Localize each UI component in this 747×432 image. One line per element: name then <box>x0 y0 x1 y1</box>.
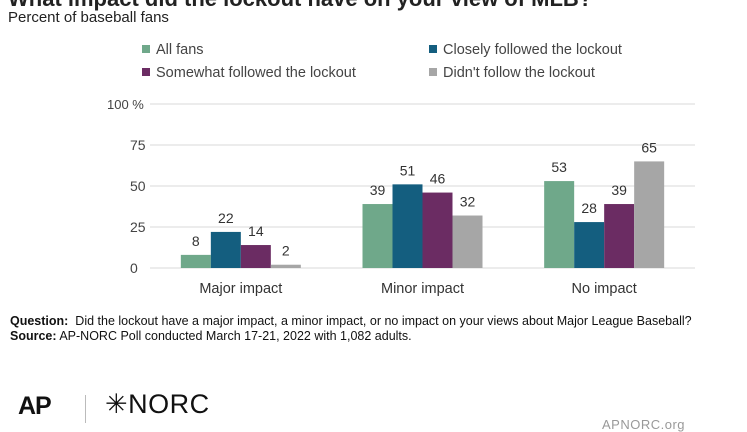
x-axis-labels: Major impact Minor impact No impact <box>199 281 636 297</box>
ap-logo: AP <box>18 392 52 420</box>
chart-title: What impact did the lockout have on your… <box>8 0 592 12</box>
chart-notes: Question: Did the lockout have a major i… <box>10 314 735 344</box>
y-axis-ticks: 0 25 50 75 100 % <box>107 97 146 276</box>
data-label: 53 <box>551 159 567 175</box>
bar <box>574 222 605 268</box>
bar <box>634 161 665 268</box>
data-label: 14 <box>248 223 264 239</box>
data-label: 46 <box>430 171 446 187</box>
bar <box>240 245 271 268</box>
data-label: 8 <box>192 233 200 249</box>
bars <box>180 161 665 268</box>
data-label: 32 <box>460 194 476 210</box>
footer: AP ✳NORC APNORC.org <box>0 382 747 432</box>
data-label: 51 <box>400 162 416 178</box>
legend-item-didnt: Didn't follow the lockout <box>429 65 595 81</box>
data-label: 39 <box>611 182 627 198</box>
norc-logo: ✳NORC <box>105 389 210 420</box>
legend-label-closely: Closely followed the lockout <box>443 42 622 58</box>
source-label: Source: <box>10 329 57 343</box>
y-tick-label: 25 <box>130 219 146 235</box>
x-tick-label: No impact <box>572 281 637 297</box>
norc-logo-text: NORC <box>128 389 210 419</box>
legend-swatch-somewhat <box>142 68 150 77</box>
legend-item-somewhat: Somewhat followed the lockout <box>142 65 356 81</box>
legend-swatch-all-fans <box>142 45 150 54</box>
legend-swatch-didnt <box>429 68 437 77</box>
bar <box>362 204 393 268</box>
bar <box>422 192 453 268</box>
x-tick-label: Minor impact <box>381 281 464 297</box>
data-label: 2 <box>282 243 290 259</box>
y-tick-label: 0 <box>130 260 138 276</box>
bar <box>392 184 423 268</box>
bar <box>452 215 483 268</box>
data-label: 28 <box>581 200 597 216</box>
data-label: 22 <box>218 210 234 226</box>
y-tick-label: 75 <box>130 137 146 153</box>
x-tick-label: Major impact <box>199 281 282 297</box>
source-note: Source: AP-NORC Poll conducted March 17-… <box>10 329 735 344</box>
legend-item-all-fans: All fans <box>142 42 204 58</box>
logo-divider <box>85 395 86 423</box>
bar <box>210 231 241 268</box>
y-tick-label: 100 % <box>107 97 144 112</box>
data-label: 65 <box>641 139 657 155</box>
legend-item-closely: Closely followed the lockout <box>429 42 622 58</box>
question-label: Question: <box>10 314 69 328</box>
legend-label-somewhat: Somewhat followed the lockout <box>156 65 356 81</box>
bar-chart: 0 25 50 75 100 % 8 22 14 2 39 51 46 32 53 28 39 65 Majo… <box>107 97 695 297</box>
legend-label-didnt: Didn't follow the lockout <box>443 65 595 81</box>
data-labels: 8 22 14 2 39 51 46 32 53 28 39 65 <box>192 139 657 258</box>
bar <box>544 181 575 268</box>
question-text: Did the lockout have a major impact, a m… <box>75 314 692 328</box>
chart-subtitle: Percent of baseball fans <box>8 9 169 26</box>
bar <box>604 204 635 268</box>
legend-swatch-closely <box>429 45 437 54</box>
bar <box>180 254 211 268</box>
bar <box>270 264 301 268</box>
norc-star-icon: ✳ <box>105 389 129 419</box>
question-note: Question: Did the lockout have a major i… <box>10 314 735 329</box>
site-link[interactable]: APNORC.org <box>602 417 686 432</box>
y-tick-label: 50 <box>130 178 146 194</box>
source-text: AP-NORC Poll conducted March 17-21, 2022… <box>59 329 412 343</box>
legend-label-all-fans: All fans <box>156 42 204 58</box>
data-label: 39 <box>370 182 386 198</box>
